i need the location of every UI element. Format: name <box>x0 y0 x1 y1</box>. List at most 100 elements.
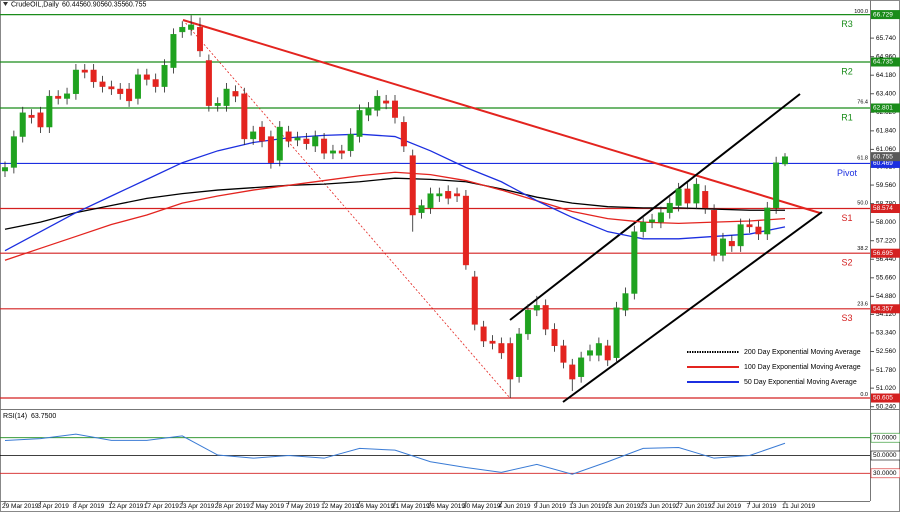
legend-label: 200 Day Exponential Moving Average <box>744 349 861 356</box>
level-name: R1 <box>841 112 853 122</box>
candle-body <box>702 191 709 209</box>
symbol: CrudeOIL,Daily <box>11 1 59 8</box>
level-value: 62.801 <box>873 105 893 112</box>
candle-body <box>241 93 248 140</box>
candle-body <box>312 136 319 147</box>
fib-label: 38.2 <box>857 246 868 252</box>
y-tick-label: 54.120 <box>876 311 896 318</box>
candle-body <box>108 86 115 90</box>
candle-body <box>533 305 540 311</box>
level-name: R2 <box>841 66 853 76</box>
last-high: 60.905 <box>83 1 105 8</box>
y-tick-label: 58.780 <box>876 200 896 207</box>
y-tick-label: 63.400 <box>876 90 896 97</box>
candle-body <box>294 137 301 141</box>
last-close: 60.755 <box>125 1 147 8</box>
rsi-tick-box <box>870 432 900 443</box>
candle-body <box>321 138 328 154</box>
candle-body <box>179 26 186 33</box>
candle-body <box>205 60 212 106</box>
channel-lower <box>562 211 823 403</box>
current-price: 60.755 <box>873 153 893 160</box>
x-tick-label: 12 May 2019 <box>321 503 359 510</box>
candle-body <box>19 112 26 137</box>
fib-label: 76.4 <box>857 100 868 106</box>
candle-body <box>711 210 718 256</box>
candles <box>2 15 789 398</box>
candle-body <box>498 343 505 354</box>
x-tick-label: 30 May 2019 <box>463 503 501 510</box>
current-price-box <box>871 152 900 162</box>
candle-body <box>445 191 452 199</box>
candle-body <box>631 231 638 294</box>
y-tick-label: 58.000 <box>876 219 896 226</box>
last-open: 60.445 <box>62 1 84 8</box>
x-tick-label: 17 Apr 2019 <box>144 503 179 510</box>
candle-body <box>507 343 514 380</box>
ma-line <box>4 177 785 230</box>
candle-body <box>693 183 700 204</box>
candle-body <box>542 305 549 330</box>
y-tick-label: 54.880 <box>876 293 896 300</box>
x-tick-label: 8 Apr 2019 <box>73 503 105 510</box>
x-tick-label: 27 Jun 2019 <box>676 503 712 510</box>
candle-body <box>409 155 416 216</box>
candle-body <box>755 226 762 235</box>
y-tick-label: 64.180 <box>876 72 896 79</box>
candle-body <box>365 107 372 116</box>
level-value-box <box>871 10 900 20</box>
legend-label: 50 Day Exponential Moving Average <box>744 379 857 386</box>
level-value: 56.695 <box>873 250 893 257</box>
candle-body <box>489 340 496 344</box>
level-value: 58.574 <box>873 205 893 212</box>
x-tick-label: 3 Apr 2019 <box>37 503 69 510</box>
level-name: Pivot <box>837 168 858 178</box>
candle-body <box>480 326 487 342</box>
x-tick-label: 18 Jun 2019 <box>605 503 641 510</box>
candle-body <box>329 150 336 154</box>
candle-body <box>471 276 478 325</box>
channel-upper <box>509 93 801 321</box>
x-tick-label: 12 Apr 2019 <box>108 503 143 510</box>
level-value-box <box>871 393 900 403</box>
candle-body <box>462 195 469 266</box>
candle-body <box>551 328 558 347</box>
price-axis: 50.240 51.020 51.780 52.560 53.340 54.120 54.8… <box>870 10 900 410</box>
x-tick-label: 16 May 2019 <box>357 503 395 510</box>
level-name: S1 <box>841 213 852 223</box>
y-tick-label: 61.840 <box>876 128 896 135</box>
candle-body <box>285 131 292 142</box>
candle-body <box>99 81 106 87</box>
level-value: 60.469 <box>873 160 893 167</box>
x-tick-label: 28 Apr 2019 <box>215 503 250 510</box>
y-tick-label: 50.240 <box>876 403 896 410</box>
x-tick-label: 9 Jun 2019 <box>534 503 567 510</box>
rsi-name: RSI(14) <box>3 413 27 420</box>
candle-body <box>267 136 274 163</box>
y-tick-label: 51.780 <box>876 367 896 374</box>
x-tick-label: 11 Jul 2019 <box>782 503 816 510</box>
y-tick-label: 61.060 <box>876 146 896 153</box>
candle-body <box>276 126 283 161</box>
candle-body <box>347 133 354 152</box>
fib-line <box>182 19 511 399</box>
x-tick-label: 7 May 2019 <box>286 503 320 510</box>
candle-body <box>657 212 664 223</box>
candle-body <box>81 69 88 73</box>
level-name: R3 <box>841 19 853 29</box>
header-icon <box>3 2 8 6</box>
level-value-box <box>871 204 900 214</box>
fib-label: 50.0 <box>857 201 868 207</box>
candle-body <box>28 114 35 118</box>
fib-label: 61.8 <box>857 155 868 161</box>
y-tick-label: 55.660 <box>876 275 896 282</box>
y-tick-label: 65.740 <box>876 35 896 42</box>
candle-body <box>356 110 363 137</box>
candle-body <box>303 138 310 144</box>
header: CrudeOIL,Daily 60.445 60.905 60.355 60.7… <box>3 1 147 8</box>
candle-body <box>117 88 124 94</box>
candle-body <box>143 74 150 80</box>
candle-body <box>383 100 390 104</box>
